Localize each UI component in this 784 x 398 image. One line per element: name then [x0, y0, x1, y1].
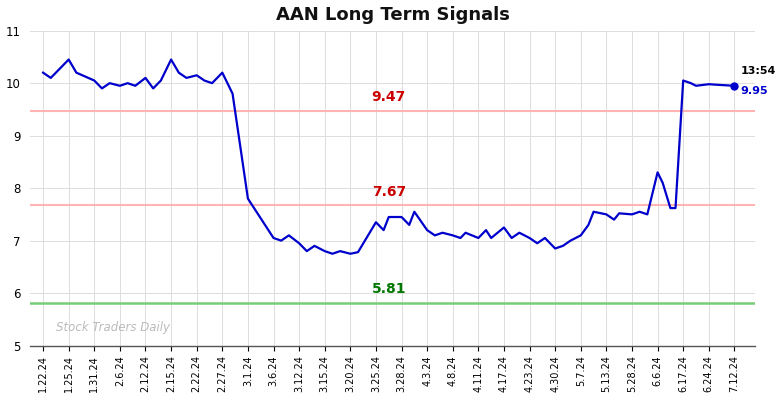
Text: 9.95: 9.95	[741, 86, 768, 96]
Text: 5.81: 5.81	[372, 282, 406, 296]
Text: 13:54: 13:54	[741, 66, 776, 76]
Text: Stock Traders Daily: Stock Traders Daily	[56, 321, 170, 334]
Text: 9.47: 9.47	[372, 90, 406, 104]
Text: 7.67: 7.67	[372, 185, 406, 199]
Title: AAN Long Term Signals: AAN Long Term Signals	[276, 6, 510, 23]
